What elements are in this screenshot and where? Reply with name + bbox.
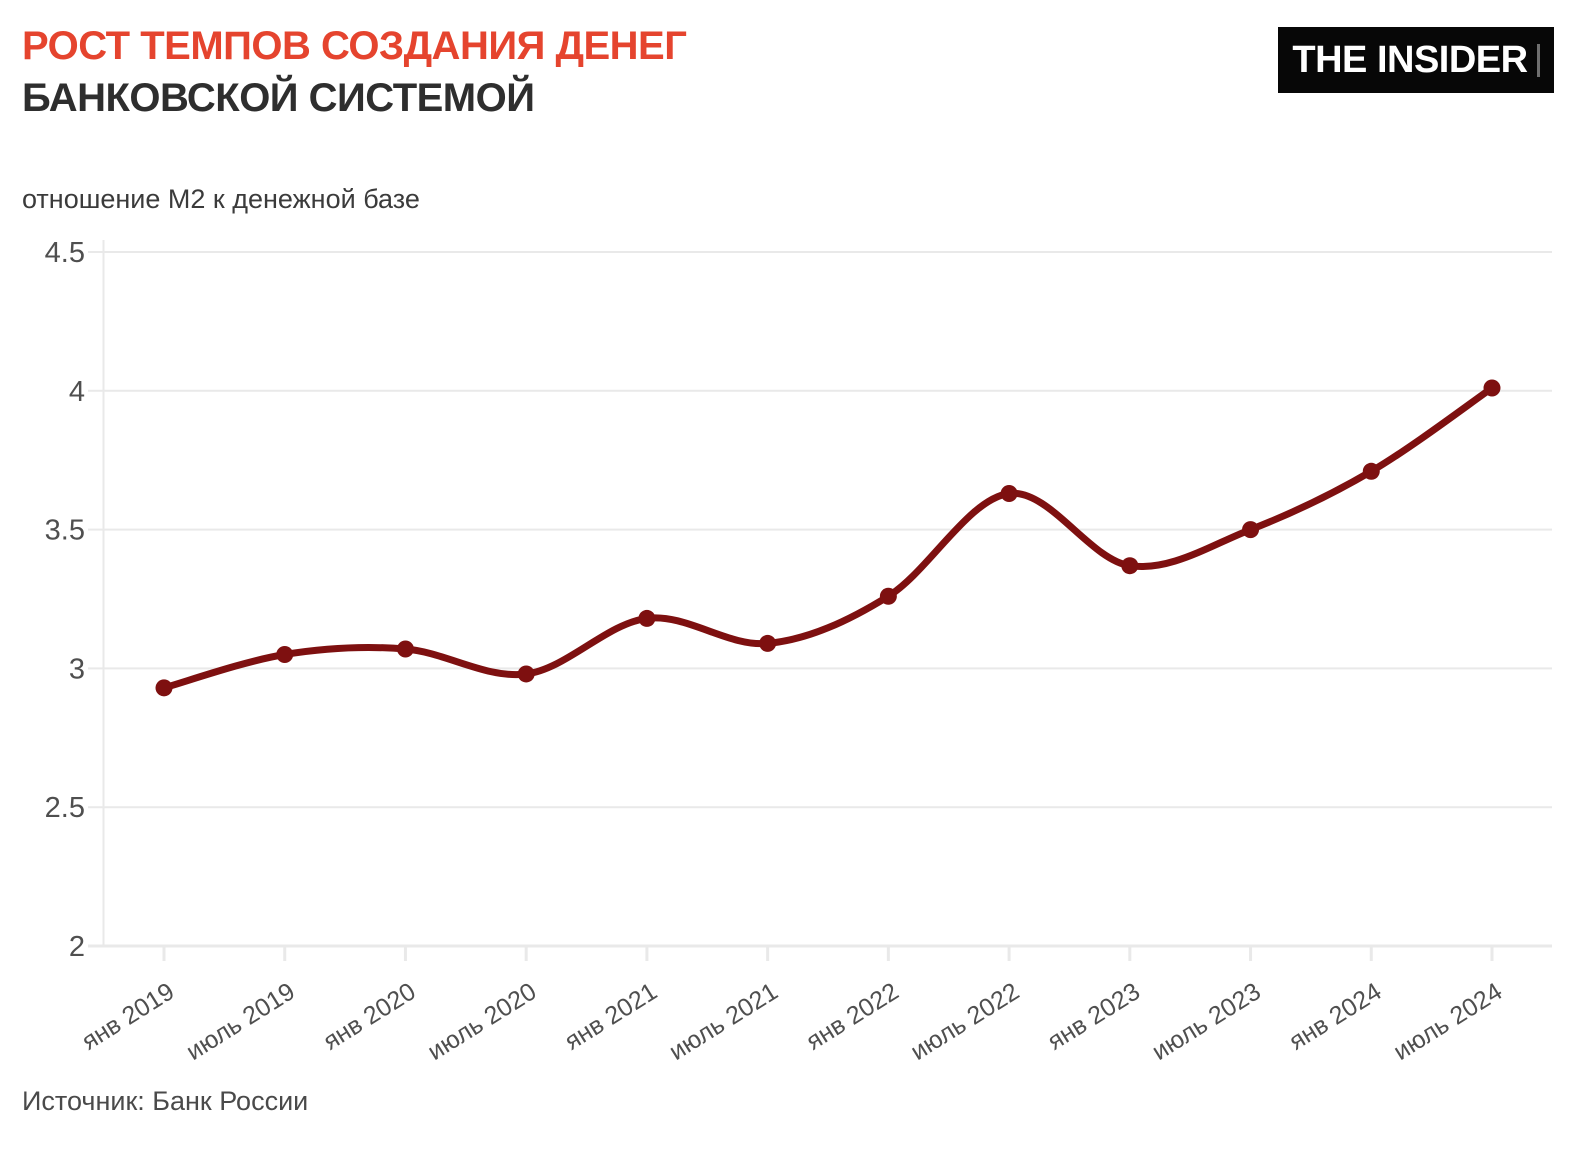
logo-text: THE INSIDER bbox=[1292, 38, 1528, 81]
x-axis-label: июль 2023 bbox=[1147, 977, 1266, 1066]
data-point-12 bbox=[1483, 379, 1501, 397]
data-point-7 bbox=[879, 587, 897, 605]
data-point-9 bbox=[1121, 557, 1139, 575]
data-point-1 bbox=[155, 679, 173, 697]
y-axis-label: 4 bbox=[69, 376, 85, 408]
data-point-2 bbox=[276, 646, 294, 664]
data-point-3 bbox=[396, 640, 414, 658]
x-axis-label: янв 2022 bbox=[801, 977, 903, 1055]
x-axis-label: янв 2019 bbox=[77, 977, 179, 1055]
y-axis-label: 2 bbox=[69, 931, 85, 963]
data-point-4 bbox=[517, 665, 535, 683]
y-axis-label: 2.5 bbox=[45, 792, 85, 824]
x-axis-label: июль 2022 bbox=[906, 977, 1025, 1066]
x-axis-label: июль 2021 bbox=[664, 977, 783, 1066]
data-point-8 bbox=[1000, 485, 1018, 503]
the-insider-logo: THE INSIDER bbox=[1278, 27, 1554, 93]
data-point-6 bbox=[759, 634, 777, 652]
x-axis-label: июль 2019 bbox=[181, 977, 300, 1066]
source-note: Источник: Банк России bbox=[22, 1086, 309, 1116]
chart-title-line1: РОСТ ТЕМПОВ СОЗДАНИЯ ДЕНЕГ bbox=[22, 24, 687, 68]
data-point-10 bbox=[1242, 521, 1260, 539]
y-axis-label: 3 bbox=[69, 653, 85, 685]
logo-cursor-bar-icon bbox=[1536, 43, 1540, 77]
x-axis-label: янв 2021 bbox=[560, 977, 662, 1055]
data-point-5 bbox=[638, 609, 656, 627]
x-axis-label: июль 2024 bbox=[1389, 977, 1508, 1066]
chart-title: РОСТ ТЕМПОВ СОЗДАНИЯ ДЕНЕГ БАНКОВСКОЙ СИ… bbox=[22, 20, 687, 124]
x-axis-label: июль 2020 bbox=[423, 977, 542, 1066]
x-axis-label: янв 2020 bbox=[318, 977, 420, 1055]
data-point-11 bbox=[1362, 462, 1380, 480]
x-axis-label: янв 2024 bbox=[1284, 977, 1386, 1055]
chart-subtitle: отношение М2 к денежной базе bbox=[22, 184, 420, 214]
chart-title-line2: БАНКОВСКОЙ СИСТЕМОЙ bbox=[22, 76, 535, 120]
x-axis-label: янв 2023 bbox=[1043, 977, 1145, 1055]
series-line bbox=[160, 384, 1496, 692]
y-axis-label: 4.5 bbox=[45, 237, 85, 269]
y-axis-label: 3.5 bbox=[45, 515, 85, 547]
